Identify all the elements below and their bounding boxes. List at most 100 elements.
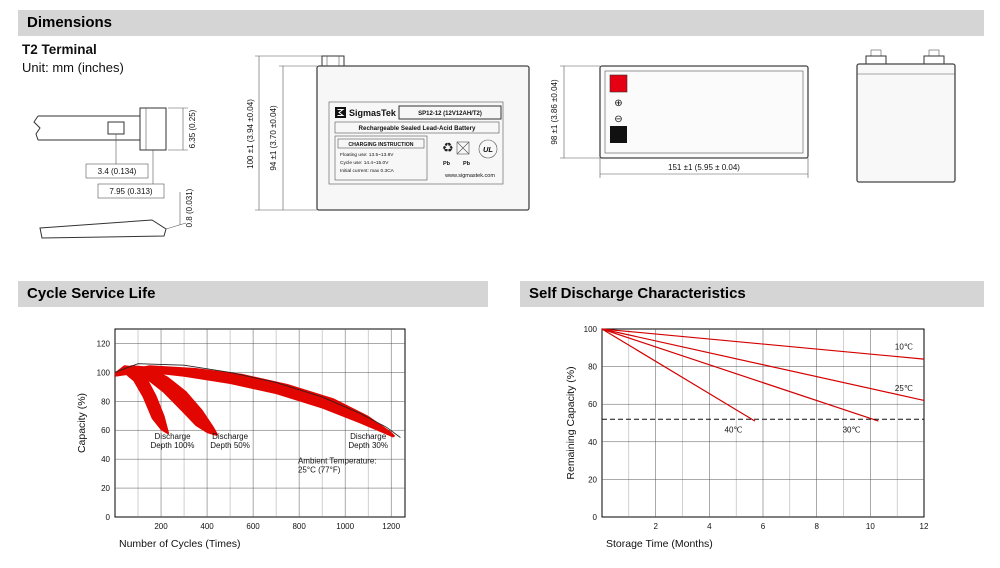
dim-thickness-label: 0.8 (0.031) <box>185 188 194 227</box>
y-tick-label: 80 <box>588 363 597 372</box>
terminal-detail-drawing: 6.35 (0.25) 3.4 (0.134) 7.95 (0.313) 0.8… <box>33 107 197 239</box>
battery-case-front <box>316 65 530 211</box>
x-tick-label: 6 <box>761 522 766 531</box>
chart-annotation: 10℃ <box>895 343 913 352</box>
dimension-terminal-height: 6.35 (0.25) <box>168 107 197 151</box>
x-tick-label: 1000 <box>336 522 354 531</box>
terminal-type-title: T2 Terminal <box>22 42 97 57</box>
dimension-top-length: 151 ±1 (5.95 ± 0.04) <box>599 158 809 178</box>
terminal-strip-profile: 0.8 (0.031) <box>39 188 194 239</box>
dimensions-title: Dimensions <box>27 14 113 31</box>
model-box <box>398 105 502 120</box>
cycle-life-title: Cycle Service Life <box>27 285 156 302</box>
dim-overall-height-label: 100 ±1 (3.94 ±0.04) <box>246 99 255 169</box>
chart-annotation: 30℃ <box>843 425 861 434</box>
battery-case-top <box>599 65 809 159</box>
x-tick-label: 2 <box>653 522 658 531</box>
negative-symbol: ⊖ <box>614 114 622 125</box>
chart-band <box>115 365 396 438</box>
cycle-service-life-chart: 200 400 600 800 1000 1200 0 20 40 60 80 100 120 Disch… <box>76 328 406 550</box>
chart-line <box>601 328 925 401</box>
battery-side-view <box>856 49 956 183</box>
battery-front-view: 100 ±1 (3.94 ±0.04) 94 ±1 (3.70 ±0.04) S… <box>246 55 530 211</box>
chart-line <box>114 363 401 438</box>
battery-type-strip <box>334 121 500 134</box>
dim-case-height-label: 94 ±1 (3.70 ±0.04) <box>269 105 278 171</box>
charging-line1: Floating use: 13.5~13.8V <box>340 152 394 158</box>
y-tick-label: 0 <box>593 513 598 522</box>
website-text: www.sigmastek.com <box>444 173 495 179</box>
x-tick-label: 10 <box>866 522 875 531</box>
chart-annotation: Discharge Depth 100% <box>151 432 195 450</box>
battery-case-side <box>856 63 956 183</box>
dim-top-width-label: 98 ±1 (3.86 ±0.04) <box>550 79 559 145</box>
dimension-overall-height: 100 ±1 (3.94 ±0.04) <box>246 55 322 211</box>
chart-line <box>601 328 925 360</box>
chart-annotation: 40℃ <box>725 425 743 434</box>
x-tick-label: 400 <box>200 522 214 531</box>
charging-line2: Cycle use: 14.4~15.0V <box>340 160 389 166</box>
pb-label-1: Pb <box>443 161 451 167</box>
chart-line <box>601 328 879 422</box>
chart-line <box>601 328 756 422</box>
y-tick-label: 100 <box>97 368 111 377</box>
battery-case-top-inner <box>604 70 804 154</box>
y-tick-label: 20 <box>101 484 110 493</box>
dim-top-length-label: 151 ±1 (5.95 ± 0.04) <box>668 163 740 172</box>
charging-line3: Initial current: max 0.3CA <box>340 168 395 174</box>
trash-bin-icon <box>456 141 470 155</box>
chart-annotation: Ambient Temperature: 25°C (77°F) <box>298 456 377 474</box>
self-discharge-chart: 2 4 6 8 10 12 0 20 40 60 80 100 10℃ 25℃ 30℃ 40℃ Storage … <box>565 325 929 550</box>
negative-terminal <box>610 126 627 143</box>
side-terminals <box>865 49 945 65</box>
terminal-profile <box>33 107 167 151</box>
x-tick-label: 800 <box>292 522 306 531</box>
model-number: SP12-12 (12V12AH/T2) <box>418 111 482 117</box>
chart-band <box>115 365 219 436</box>
battery-label <box>328 101 504 185</box>
dim-hole-width-label: 3.4 (0.134) <box>98 167 137 176</box>
section-header-cycle-life: Cycle Service Life <box>18 281 488 307</box>
dim-tab-width-label: 7.95 (0.313) <box>109 187 152 196</box>
y-tick-label: 20 <box>588 475 597 484</box>
y-tick-label: 80 <box>101 397 110 406</box>
x-tick-label: 4 <box>707 522 712 531</box>
section-header-self-discharge: Self Discharge Characteristics <box>520 281 984 307</box>
brand-name: SigmasTek <box>349 108 397 118</box>
y-tick-label: 0 <box>106 513 111 522</box>
battery-terminal-tab <box>321 55 345 67</box>
y-tick-label: 120 <box>97 339 111 348</box>
y-axis-label: Capacity (%) <box>76 393 88 453</box>
unit-note: Unit: mm (inches) <box>22 60 124 75</box>
x-tick-label: 8 <box>814 522 819 531</box>
charging-title: CHARGING INSTRUCTION <box>348 142 413 148</box>
battery-top-view: 98 ±1 (3.86 ±0.04) ⊕ ⊖ 151 ±1 (5.95 ± 0.… <box>550 65 809 178</box>
chart-annotation: Discharge Depth 50% <box>210 432 250 450</box>
charging-instruction-box: CHARGING INSTRUCTION Floating use: 13.5~… <box>334 135 428 181</box>
self-discharge-title: Self Discharge Characteristics <box>529 285 746 302</box>
dimension-top-width: 98 ±1 (3.86 ±0.04) <box>550 65 600 159</box>
y-tick-label: 60 <box>101 426 110 435</box>
section-header-dimensions: Dimensions <box>18 10 984 36</box>
ul-mark-icon: UL <box>478 139 498 159</box>
brand-logo-icon <box>335 107 346 118</box>
x-axis-label: Number of Cycles (Times) <box>119 538 241 550</box>
y-tick-label: 100 <box>584 325 598 334</box>
y-tick-label: 40 <box>101 455 110 464</box>
chart-band <box>115 365 170 435</box>
ul-letters: UL <box>483 145 493 154</box>
y-tick-label: 60 <box>588 400 597 409</box>
dimension-tab-width: 7.95 (0.313) <box>97 150 165 199</box>
dimension-hole-width: 3.4 (0.134) <box>85 134 149 179</box>
y-tick-label: 40 <box>588 438 597 447</box>
dim-terminal-height-label: 6.35 (0.25) <box>188 109 197 148</box>
x-tick-label: 12 <box>920 522 929 531</box>
battery-type-text: Rechargeable Sealed Lead-Acid Battery <box>359 125 476 132</box>
positive-symbol: ⊕ <box>614 98 622 109</box>
pb-label-2: Pb <box>463 161 471 167</box>
dimension-case-height: 94 ±1 (3.70 ±0.04) <box>269 65 317 210</box>
chart-annotation: 25℃ <box>895 384 913 393</box>
y-axis-label: Remaining Capacity (%) <box>565 366 577 479</box>
x-tick-label: 1200 <box>382 522 400 531</box>
